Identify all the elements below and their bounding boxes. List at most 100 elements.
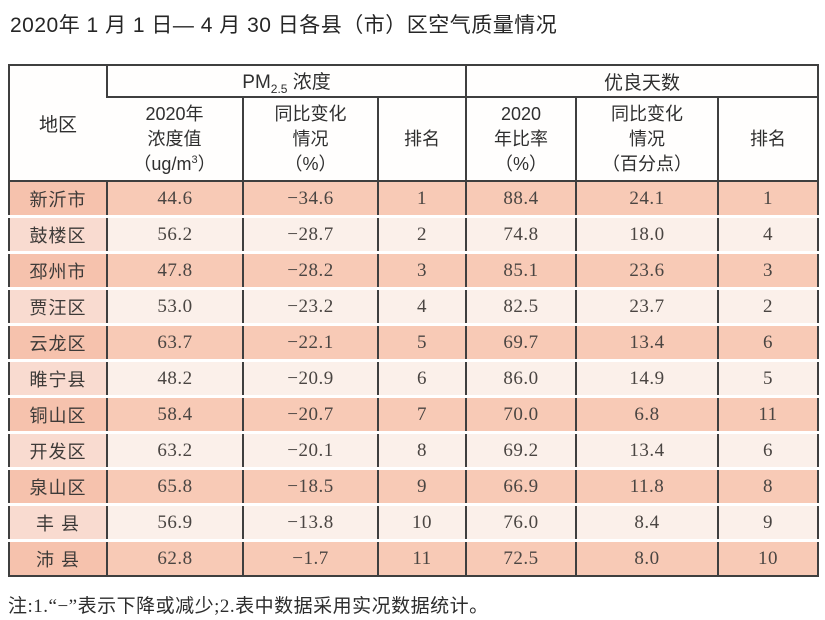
pm25-label-subscript: 2.5 [270,81,288,96]
data-cell: 2 [716,288,819,327]
data-cell: 6 [377,360,466,399]
data-cell: 76.0 [465,504,576,543]
data-cell: 5 [377,324,466,363]
data-cell: −34.6 [242,181,378,219]
data-cell: 3 [377,252,466,291]
data-cell: −28.2 [242,252,378,291]
header-pm-rank: 排名 [377,97,466,182]
data-cell: 56.2 [106,216,243,255]
data-cell: 82.5 [465,288,576,327]
data-cell: 86.0 [465,360,576,399]
data-cell: 74.8 [465,216,576,255]
data-cell: 65.8 [106,468,243,507]
data-cell: −23.2 [242,288,378,327]
region-cell: 贾汪区 [9,288,107,327]
data-cell: 69.7 [465,324,576,363]
data-cell: 7 [377,396,466,435]
data-cell: 70.0 [465,396,576,435]
region-cell: 邳州市 [9,252,107,291]
data-cell: 8.4 [575,504,718,543]
data-cell: 5 [716,360,819,399]
pm25-label-prefix: PM [242,71,271,93]
data-cell: 11 [377,540,466,577]
air-quality-table: 地区 PM2.5 浓度 优良天数 2020年 浓度值 （ug/m3） 同比变化 … [8,64,820,578]
header-good-change: 同比变化 情况 （百分点） [575,97,718,182]
data-cell: 1 [716,181,819,219]
table-row: 沛 县 62.8 −1.7 11 72.5 8.0 10 [9,540,819,577]
data-cell: −20.7 [242,396,378,435]
data-cell: 88.4 [465,181,576,219]
data-cell: 69.2 [465,432,576,471]
table-row: 贾汪区 53.0 −23.2 4 82.5 23.7 2 [9,288,819,327]
data-cell: 3 [716,252,819,291]
data-cell: 10 [716,540,819,577]
unit-superscript: 3 [191,153,198,166]
table-row: 开发区 63.2 −20.1 8 69.2 13.4 6 [9,432,819,471]
data-cell: 6.8 [575,396,718,435]
data-cell: 13.4 [575,432,718,471]
unit-prefix: （ug/m [133,153,192,174]
data-cell: 23.6 [575,252,718,291]
data-cell: 44.6 [106,181,243,219]
data-cell: 24.1 [575,181,718,219]
footnote: 注:1.“−”表示下降或减少;2.表中数据采用实况数据统计。 [8,596,489,618]
header-group-good-days: 优良天数 [464,65,819,99]
header-good-ratio-line2: 年比率 [494,128,548,149]
table-row: 鼓楼区 56.2 −28.7 2 74.8 18.0 4 [9,216,819,255]
data-cell: 2 [377,216,466,255]
data-cell: −22.1 [242,324,378,363]
region-cell: 沛 县 [9,540,107,577]
data-cell: 72.5 [465,540,576,577]
header-pm-value-unit: （ug/m3） [107,152,242,177]
data-cell: 9 [377,468,466,507]
region-cell: 鼓楼区 [9,216,107,255]
data-cell: 13.4 [575,324,718,363]
header-region: 地区 [9,65,107,182]
data-cell: −18.5 [242,468,378,507]
header-pm-change: 同比变化 情况 （%） [242,97,378,182]
header-pm-value: 2020年 浓度值 （ug/m3） [107,97,243,182]
region-cell: 泉山区 [9,468,107,507]
data-cell: 56.9 [106,504,243,543]
data-cell: 4 [716,216,819,255]
data-cell: 8.0 [575,540,718,577]
pm25-label-suffix: 浓度 [287,71,331,93]
region-cell: 丰 县 [9,504,107,543]
data-cell: 62.8 [106,540,243,577]
data-cell: 8 [716,468,819,507]
table-row: 邳州市 47.8 −28.2 3 85.1 23.6 3 [9,252,819,291]
region-cell: 开发区 [9,432,107,471]
header-good-change-line3: （百分点） [602,153,692,174]
data-cell: 10 [377,504,466,543]
region-cell: 睢宁县 [9,360,107,399]
header-good-ratio-line3: （%） [494,153,547,174]
header-good-rank: 排名 [716,97,819,182]
table-header: 地区 PM2.5 浓度 优良天数 2020年 浓度值 （ug/m3） 同比变化 … [9,65,819,182]
data-cell: 53.0 [106,288,243,327]
header-good-ratio-line1: 2020 [500,103,542,124]
data-cell: 18.0 [575,216,718,255]
table-row: 睢宁县 48.2 −20.9 6 86.0 14.9 5 [9,360,819,399]
header-pm-change-line3: （%） [284,153,337,174]
data-cell: −20.9 [242,360,378,399]
table-row: 泉山区 65.8 −18.5 9 66.9 11.8 8 [9,468,819,507]
data-cell: 85.1 [465,252,576,291]
header-good-change-line2: 情况 [629,128,665,149]
data-cell: 6 [716,432,819,471]
data-cell: 66.9 [465,468,576,507]
data-cell: 47.8 [106,252,243,291]
header-pm-value-line1: 2020年 [145,103,204,124]
data-cell: 58.4 [106,396,243,435]
unit-suffix: ） [197,153,216,174]
header-pm-change-line2: 情况 [292,128,329,149]
data-cell: 11.8 [575,468,718,507]
data-cell: −20.1 [242,432,378,471]
data-cell: 14.9 [575,360,718,399]
data-cell: 9 [716,504,819,543]
data-cell: 23.7 [575,288,718,327]
data-cell: 1 [377,181,466,219]
data-cell: −1.7 [242,540,378,577]
header-group-pm25: PM2.5 浓度 [106,65,466,99]
data-cell: −13.8 [242,504,378,543]
